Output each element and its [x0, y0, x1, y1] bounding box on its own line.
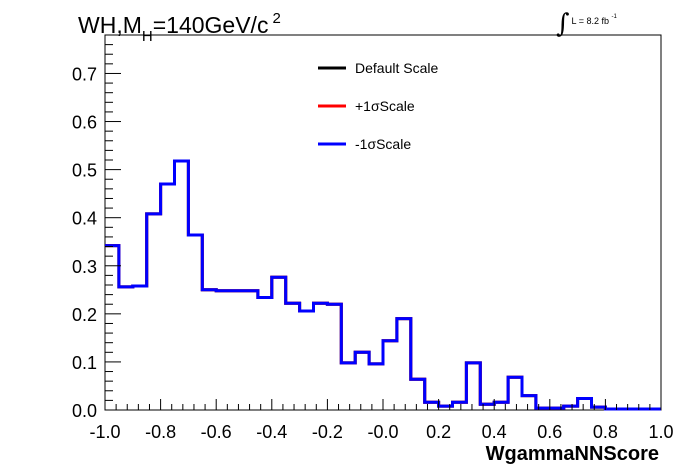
y-tick-label: 0.3	[72, 257, 97, 277]
x-tick-label: 0.6	[537, 422, 562, 442]
x-tick-label: -0.8	[145, 422, 176, 442]
y-tick-label: 0.7	[72, 64, 97, 84]
legend-label: -1σScale	[355, 136, 411, 152]
y-tick-label: 0.1	[72, 353, 97, 373]
y-tick-label: 0.2	[72, 305, 97, 325]
integral-symbol: ∫	[556, 9, 570, 39]
x-tick-label: -0.2	[312, 422, 343, 442]
x-tick-label: -1.0	[89, 422, 120, 442]
y-tick-label: 0.5	[72, 161, 97, 181]
legend-label: +1σScale	[355, 98, 415, 114]
x-tick-label: 1.0	[648, 422, 673, 442]
x-tick-label: -0.0	[367, 422, 398, 442]
x-tick-label: -0.4	[256, 422, 287, 442]
legend-label: Default Scale	[355, 60, 438, 76]
y-tick-label: 0.6	[72, 113, 97, 133]
chart-title: WH,MH=140GeV/c 2	[78, 10, 281, 45]
luminosity-label: ∫ L = 8.2 fb -1	[556, 9, 617, 39]
y-tick-label: 0.4	[72, 209, 97, 229]
histogram-series-2	[105, 159, 661, 411]
x-tick-label: 0.2	[426, 422, 451, 442]
x-tick-label: -0.6	[201, 422, 232, 442]
y-tick-label: 0.0	[72, 401, 97, 421]
x-tick-label: 0.4	[482, 422, 507, 442]
x-tick-label: 0.8	[593, 422, 618, 442]
x-axis-title: WgammaNNScore	[486, 443, 659, 465]
